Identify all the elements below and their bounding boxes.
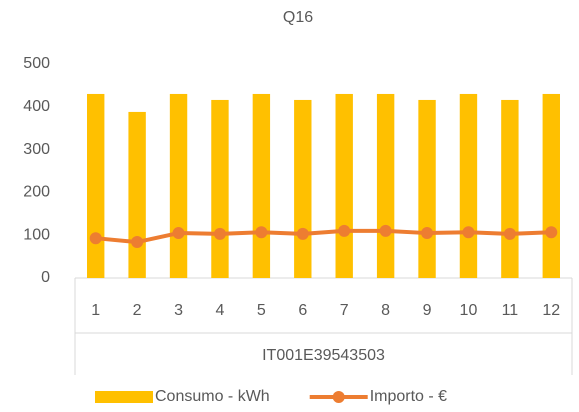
line [95,228,552,245]
bar [211,99,229,279]
line-marker [545,226,558,239]
y-tick-label: 300 [23,141,50,158]
legend-swatch [332,391,345,403]
category-group-label: IT001E39543503 [262,347,385,364]
bar [542,93,560,279]
x-tick-label: 8 [381,302,390,319]
line-marker [503,227,516,240]
line-marker [379,224,392,237]
y-tick-label: 200 [23,184,50,201]
line-marker [255,226,268,239]
line-marker [131,236,144,249]
bar [335,93,353,279]
chart-title: Q16 [283,9,313,26]
line-marker [172,227,185,240]
y-tick-label: 0 [41,269,50,286]
legend-label: Consumo - kWh [155,388,270,405]
y-tick-label: 100 [23,226,50,243]
line-marker [89,232,102,245]
bar [169,93,188,279]
bar [294,99,312,279]
bar [128,111,146,278]
bar [376,93,395,279]
x-tick-label: 1 [91,302,100,319]
x-tick-label: 2 [133,302,142,319]
x-tick-label: 6 [298,302,307,319]
x-tick-label: 7 [340,302,349,319]
x-tick-label: 4 [216,302,225,319]
x-tick-label: 12 [542,302,560,319]
x-tick-label: 3 [174,302,183,319]
x-tick-label: 9 [423,302,432,319]
y-tick-label: 500 [23,55,50,72]
line-marker [213,227,226,240]
line-marker [421,227,434,240]
line-marker [338,224,351,237]
bar [418,99,436,279]
bar [501,99,519,279]
x-tick-label: 5 [257,302,266,319]
line-marker [462,226,475,239]
y-tick-label: 400 [23,98,50,115]
legend-swatch [95,391,153,403]
x-tick-label: 11 [502,302,519,319]
legend-label: Importo - € [370,388,447,405]
x-tick-label: 10 [460,302,478,319]
bar [459,93,478,279]
bar [252,93,271,279]
line-marker [296,227,309,240]
bar [87,93,105,279]
